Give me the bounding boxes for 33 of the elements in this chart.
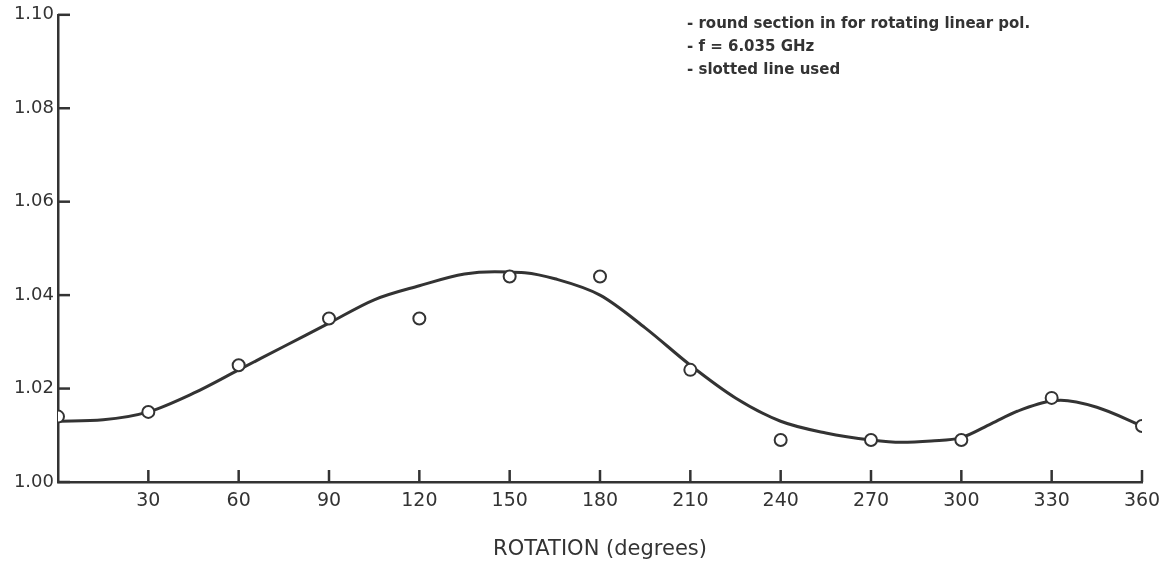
y-tick-label: 1.04 <box>13 282 54 304</box>
point <box>954 432 969 447</box>
x-tick-label: 180 <box>581 488 619 511</box>
x-tick-label: 270 <box>852 488 890 511</box>
x-tick-label: 330 <box>1033 488 1070 511</box>
point <box>502 269 517 284</box>
x-tick-label: 30 <box>136 488 161 511</box>
point <box>231 358 246 373</box>
x-tick-label: 240 <box>762 488 799 511</box>
annotation: - round section in for rotating linear pol. <box>687 14 1031 33</box>
point <box>322 311 336 326</box>
y-tick-label: 1.08 <box>13 95 54 117</box>
x-tick-label: 120 <box>401 488 438 511</box>
point <box>412 311 427 326</box>
x-tick-label: 360 <box>1123 488 1161 511</box>
point <box>141 404 156 419</box>
point <box>683 362 698 377</box>
annotation: - slotted line used <box>687 60 841 79</box>
point <box>773 432 788 447</box>
x-tick-label: 90 <box>316 488 342 511</box>
x-tick-label: 210 <box>672 488 709 511</box>
y-tick-label: 1.00 <box>13 469 54 491</box>
annotation: - f = 6.035 GHz <box>687 37 815 56</box>
x-tick-label: 300 <box>943 488 980 511</box>
x-tick-label: 60 <box>226 488 251 511</box>
y-tick-label: 1.10 <box>13 2 54 24</box>
point <box>593 269 607 284</box>
point <box>1044 390 1059 405</box>
x-axis-title: ROTATION (degrees) <box>493 535 707 560</box>
y-tick-label: 1.02 <box>13 376 54 398</box>
y-tick-label: 1.06 <box>13 189 54 211</box>
point <box>864 432 878 447</box>
x-tick-label: 150 <box>491 488 528 511</box>
